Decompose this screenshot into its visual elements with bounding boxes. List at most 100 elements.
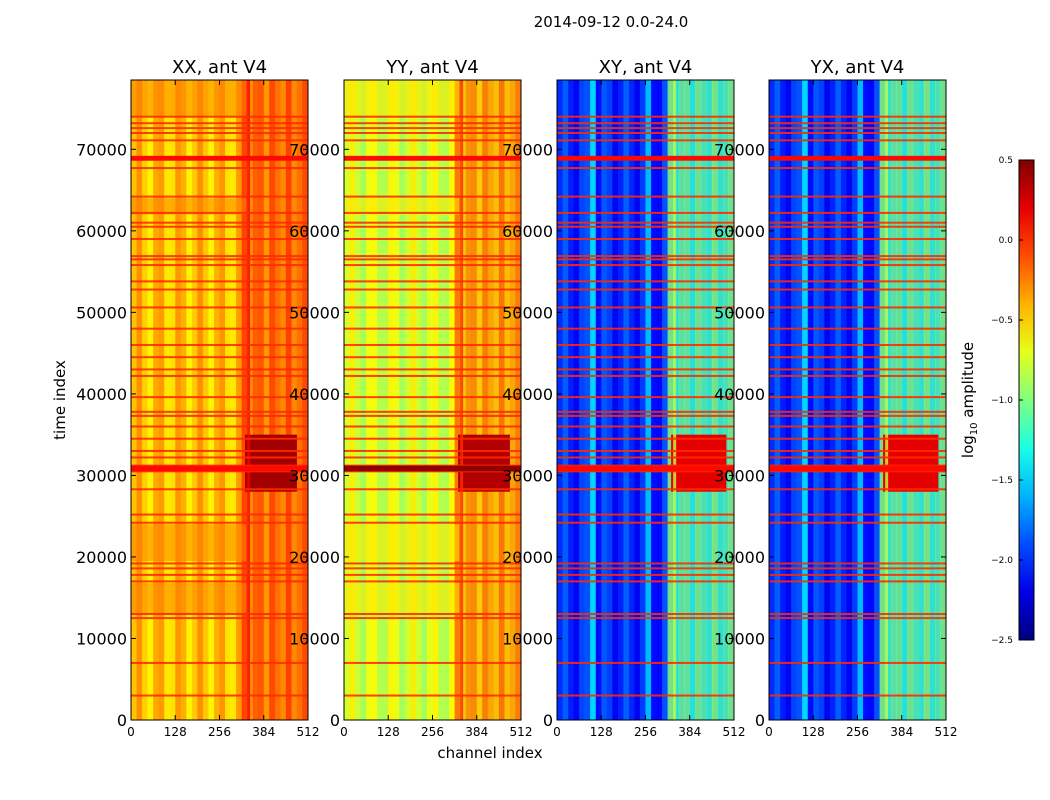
- channel-stripe: [360, 80, 367, 720]
- x-tick-label: 128: [164, 725, 187, 739]
- flagged-row: [769, 195, 946, 198]
- flagged-row: [557, 368, 734, 371]
- channel-stripe: [678, 80, 685, 720]
- channel-stripe: [840, 80, 847, 720]
- flagged-row: [131, 255, 308, 258]
- channel-stripe: [612, 80, 619, 720]
- channel-stripe: [695, 80, 702, 720]
- channel-stripe: [645, 80, 652, 720]
- channel-stripe: [515, 80, 522, 720]
- colorbar: 0.5 0.0 −0.5 −1.0 −1.5 −2.0 −2.5 log10 amplitud…: [959, 156, 1035, 646]
- flagged-row: [131, 437, 308, 440]
- channel-stripe: [722, 80, 729, 720]
- flagged-row: [131, 613, 308, 616]
- x-tick-label: 0: [553, 725, 561, 739]
- flagged-row: [769, 414, 946, 417]
- flagged-row: [131, 449, 308, 452]
- channel-stripe: [818, 80, 825, 720]
- flagged-row: [131, 221, 308, 224]
- channel-stripe: [208, 80, 215, 720]
- flagged-row: [769, 425, 946, 428]
- flagged-row: [344, 374, 521, 377]
- channel-stripe: [344, 80, 351, 720]
- channel-stripe: [717, 80, 724, 720]
- flagged-row: [557, 327, 734, 330]
- flagged-row: [769, 127, 946, 130]
- flagged-row: [769, 288, 946, 291]
- y-tick-label: 50000: [289, 303, 340, 322]
- channel-stripe: [349, 80, 356, 720]
- flagged-row: [344, 221, 521, 224]
- x-tick-label: 256: [634, 725, 657, 739]
- panel-title: YX, ant V4: [810, 57, 905, 78]
- flagged-row: [769, 661, 946, 664]
- x-tick-label: 256: [208, 725, 231, 739]
- time-block: [131, 198, 247, 215]
- colorbar-tick-label: −2.5: [991, 636, 1013, 646]
- channel-stripe: [509, 80, 516, 720]
- flagged-row: [769, 167, 946, 170]
- x-tick-label: 384: [890, 725, 913, 739]
- flagged-row: [557, 449, 734, 452]
- channel-stripe: [562, 80, 569, 720]
- flagged-row: [557, 661, 734, 664]
- colorbar-tick-label: −1.5: [991, 476, 1013, 486]
- flagged-row: [131, 131, 308, 134]
- flagged-row: [769, 449, 946, 452]
- time-block: [344, 198, 460, 215]
- flagged-row: [131, 139, 308, 142]
- flagged-row: [769, 356, 946, 359]
- colorbar-label-prefix: log: [959, 435, 977, 458]
- flagged-band: [131, 155, 308, 161]
- flagged-row: [769, 327, 946, 330]
- y-tick-label: 40000: [76, 385, 127, 404]
- flagged-row: [131, 225, 308, 228]
- channel-stripe: [504, 80, 511, 720]
- x-tick-label: 0: [765, 725, 773, 739]
- flagged-row: [557, 425, 734, 428]
- flagged-row: [769, 562, 946, 565]
- channel-stripe: [785, 80, 792, 720]
- flagged-row: [769, 115, 946, 118]
- flagged-row: [131, 488, 308, 491]
- flagged-row: [769, 513, 946, 516]
- time-block: [344, 80, 460, 117]
- flagged-row: [131, 567, 308, 570]
- y-tick-label: 70000: [714, 140, 765, 159]
- colorbar-tick-label: −0.5: [991, 316, 1013, 326]
- flagged-row: [557, 139, 734, 142]
- flagged-row: [344, 396, 521, 399]
- flagged-row: [131, 562, 308, 565]
- x-tick-label: 256: [846, 725, 869, 739]
- channel-stripe: [918, 80, 925, 720]
- channel-stripe: [136, 80, 143, 720]
- x-tick-label: 512: [723, 725, 746, 739]
- flagged-row: [344, 131, 521, 134]
- channel-stripe: [868, 80, 875, 720]
- time-block: [344, 583, 460, 615]
- flagged-row: [131, 288, 308, 291]
- flagged-row: [769, 573, 946, 576]
- channel-stripe: [377, 80, 384, 720]
- channel-stripe: [728, 80, 735, 720]
- flagged-row: [557, 396, 734, 399]
- flagged-row: [131, 122, 308, 125]
- channel-stripe: [656, 80, 663, 720]
- y-tick-label: 10000: [76, 629, 127, 648]
- flagged-row: [131, 343, 308, 346]
- channel-stripe: [557, 80, 564, 720]
- flagged-row: [131, 195, 308, 198]
- flagged-row: [344, 327, 521, 330]
- flagged-row: [557, 225, 734, 228]
- channel-stripe: [617, 80, 624, 720]
- channel-stripe: [399, 80, 406, 720]
- y-tick-label: 0: [543, 711, 553, 730]
- channel-stripe: [131, 80, 138, 720]
- bright-region: [245, 434, 297, 492]
- channel-stripe: [471, 80, 478, 720]
- time-block: [131, 80, 247, 117]
- flagged-row: [769, 264, 946, 267]
- flagged-row: [131, 661, 308, 664]
- channel-stripe: [774, 80, 781, 720]
- flagged-row: [557, 211, 734, 214]
